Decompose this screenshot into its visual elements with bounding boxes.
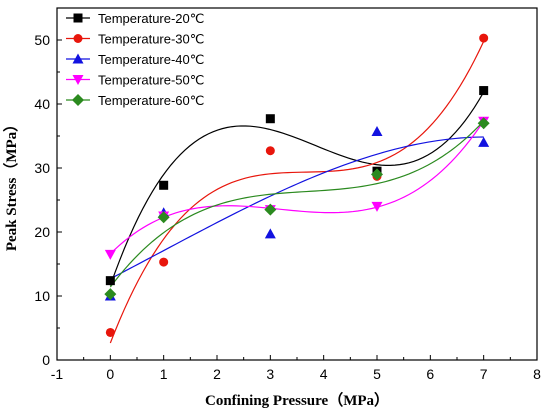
data-point-series-3 bbox=[264, 228, 276, 239]
fit-curve-series-1 bbox=[109, 91, 485, 286]
y-tick-label: 20 bbox=[34, 224, 50, 240]
fit-curve-series-5 bbox=[109, 120, 485, 288]
fit-curve-series-2 bbox=[109, 41, 485, 344]
x-tick-label: 7 bbox=[480, 366, 488, 382]
data-point-series-2 bbox=[159, 257, 169, 267]
fit-curve-series-3 bbox=[110, 136, 484, 280]
data-points bbox=[104, 33, 490, 337]
x-tick-label: -1 bbox=[51, 366, 64, 382]
y-tick-label: 0 bbox=[42, 352, 50, 368]
x-tick-label: 1 bbox=[160, 366, 168, 382]
legend: Temperature-20℃ Temperature-30℃ Temperatur… bbox=[66, 11, 204, 108]
data-point-series-5 bbox=[371, 168, 383, 181]
x-tick-label: 4 bbox=[320, 366, 328, 382]
data-point-series-3 bbox=[371, 126, 383, 137]
legend-label: Temperature-60℃ bbox=[98, 93, 204, 108]
data-point-series-1 bbox=[479, 86, 489, 96]
y-axis: 0 10 20 30 40 50 bbox=[34, 32, 62, 368]
data-point-series-2 bbox=[105, 327, 115, 337]
data-point-series-4 bbox=[104, 249, 116, 260]
legend-label: Temperature-50℃ bbox=[98, 73, 204, 88]
fit-curve-series-4 bbox=[109, 120, 485, 255]
legend-marker bbox=[72, 53, 84, 64]
data-point-series-5 bbox=[477, 117, 490, 130]
data-point-series-4 bbox=[371, 201, 383, 212]
y-tick-label: 40 bbox=[34, 96, 50, 112]
y-tick-label: 30 bbox=[34, 160, 50, 176]
data-point-series-1 bbox=[105, 276, 115, 286]
data-point-series-3 bbox=[478, 136, 490, 147]
x-tick-label: 3 bbox=[266, 366, 274, 382]
x-tick-label: 6 bbox=[426, 366, 434, 382]
data-point-series-2 bbox=[265, 146, 275, 156]
data-point-series-1 bbox=[265, 114, 275, 124]
data-point-series-1 bbox=[159, 180, 169, 190]
y-tick-label: 50 bbox=[34, 32, 50, 48]
x-tick-label: 0 bbox=[106, 366, 114, 382]
data-point-series-2 bbox=[479, 33, 489, 43]
data-point-series-5 bbox=[264, 203, 277, 216]
legend-label: Temperature-20℃ bbox=[98, 11, 204, 26]
fit-curves bbox=[109, 41, 485, 344]
legend-marker bbox=[72, 94, 84, 106]
x-axis: -1 0 1 2 3 4 5 6 7 8 bbox=[51, 355, 541, 382]
x-tick-label: 2 bbox=[213, 366, 221, 382]
legend-marker bbox=[73, 34, 83, 43]
legend-label: Temperature-30℃ bbox=[98, 32, 204, 47]
legend-label: Temperature-40℃ bbox=[98, 52, 204, 67]
x-tick-label: 8 bbox=[533, 366, 541, 382]
x-axis-title: Confining Pressure（MPa） bbox=[205, 391, 389, 409]
legend-marker bbox=[73, 13, 83, 23]
x-tick-label: 5 bbox=[373, 366, 381, 382]
data-point-series-5 bbox=[104, 288, 117, 301]
data-point-series-5 bbox=[157, 211, 170, 224]
y-axis-title: Peak Stress（MPa） bbox=[2, 117, 20, 251]
y-tick-label: 10 bbox=[34, 288, 50, 304]
legend-marker bbox=[72, 75, 84, 85]
